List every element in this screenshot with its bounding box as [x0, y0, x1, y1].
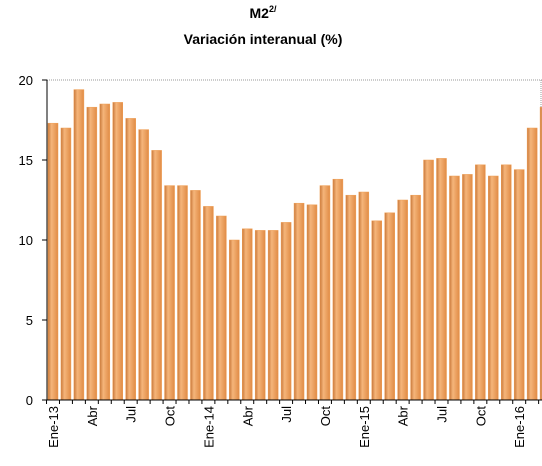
bar	[242, 228, 253, 401]
bar	[125, 118, 136, 401]
chart-subtitle: Variación interanual (%)	[184, 31, 343, 47]
bar	[397, 199, 408, 401]
bar	[203, 206, 214, 401]
x-tick-label: Abr	[396, 405, 411, 426]
bar	[177, 185, 188, 401]
bar	[475, 164, 486, 401]
bar	[332, 178, 344, 401]
bar	[319, 185, 331, 401]
bar	[47, 122, 59, 401]
bar	[151, 150, 162, 401]
title-superscript: 2/	[269, 4, 277, 14]
bar	[164, 185, 175, 401]
x-tick-label: Ene-14	[201, 406, 216, 448]
bar	[280, 222, 292, 401]
x-tick-label: Abr	[240, 405, 255, 426]
bar	[112, 102, 123, 401]
x-tick-label: Jul	[279, 406, 294, 423]
y-tick-label: 10	[19, 233, 33, 248]
bar	[501, 164, 512, 401]
x-tick-label: Jul	[124, 406, 139, 423]
bar	[449, 175, 460, 401]
chart-title: M22/	[250, 4, 277, 21]
bar	[229, 239, 240, 401]
x-tick-label: Oct	[163, 406, 178, 427]
bar	[138, 129, 149, 401]
x-tick-label: Abr	[85, 405, 100, 426]
y-tick-label: 15	[19, 153, 33, 168]
bar	[216, 215, 227, 401]
y-tick-label: 5	[26, 313, 33, 328]
bar	[306, 204, 318, 401]
bar	[254, 230, 266, 401]
bar	[371, 220, 382, 401]
bar	[488, 175, 499, 401]
bar	[86, 106, 98, 401]
bar	[423, 159, 434, 401]
x-tick-label: Ene-15	[357, 406, 372, 448]
x-tick-label: Ene-16	[512, 406, 527, 448]
x-tick-label: Oct	[473, 406, 488, 427]
bar	[267, 230, 279, 401]
bar	[293, 202, 305, 401]
bar	[190, 190, 201, 401]
bar	[462, 174, 473, 401]
bar	[410, 194, 421, 401]
bar	[345, 194, 357, 401]
x-tick-label: Ene-13	[46, 406, 61, 448]
y-tick-label: 20	[19, 73, 33, 88]
bar	[513, 169, 525, 401]
bar	[436, 158, 447, 401]
x-tick-label: Jul	[435, 406, 450, 423]
bar	[99, 103, 111, 401]
title-main: M2	[250, 5, 270, 21]
bar	[358, 191, 370, 401]
bar	[526, 127, 538, 401]
bar	[539, 106, 542, 401]
bar	[60, 127, 72, 401]
bar	[73, 89, 85, 401]
bar	[384, 212, 395, 401]
x-tick-label: Oct	[318, 406, 333, 427]
y-tick-label: 0	[26, 393, 33, 408]
